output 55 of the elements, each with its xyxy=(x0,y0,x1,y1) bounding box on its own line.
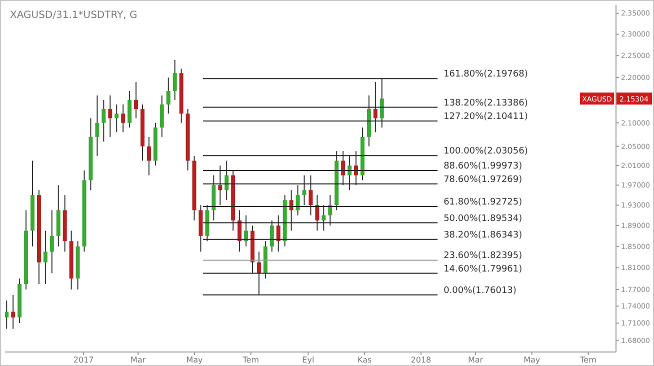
ref-line-label: 50.00%(1.89534) xyxy=(444,214,522,224)
x-tick-label: May xyxy=(186,356,204,365)
ref-line-label: 61.80%(1.92725) xyxy=(444,198,522,208)
candlestick xyxy=(218,165,222,206)
candlestick xyxy=(166,77,170,114)
candlestick xyxy=(354,150,358,186)
candlestick xyxy=(11,294,16,330)
candlestick xyxy=(128,90,132,128)
ref-line-label: 127.20%(2.10411) xyxy=(444,112,528,122)
x-tick-label: Tem xyxy=(579,356,597,365)
candlestick xyxy=(134,81,138,119)
ref-line-label: 38.20%(1.86343) xyxy=(444,230,522,240)
text: XAGUSD/31.1*USDTRY, G xyxy=(10,10,138,21)
x-tick-label: May xyxy=(524,356,540,365)
candlestick xyxy=(50,210,54,274)
candlestick xyxy=(224,160,229,201)
candlestick xyxy=(146,136,151,176)
candlestick xyxy=(348,155,352,191)
x-tick-label: Tem xyxy=(242,356,260,365)
candlestick xyxy=(302,174,306,206)
candlestick xyxy=(114,104,119,133)
x-tick-label: Mar xyxy=(468,356,484,365)
candlestick xyxy=(244,214,248,247)
ref-line-label: 88.60%(1.99973) xyxy=(444,162,522,172)
x-tick-label: 2017 xyxy=(73,356,94,365)
x-tick-label: Eyl xyxy=(302,356,314,365)
ref-line-label: 100.00%(2.03056) xyxy=(444,146,528,157)
candlestick xyxy=(276,214,280,252)
candlestick xyxy=(380,78,384,128)
candlestick xyxy=(108,94,112,138)
candlestick xyxy=(270,220,274,252)
ref-line-label: 78.60%(1.97269) xyxy=(444,174,522,185)
candlestick xyxy=(308,174,313,216)
candlestick xyxy=(121,104,126,133)
x-tick-label: Kas xyxy=(357,356,372,365)
candlestick xyxy=(256,251,261,296)
x-tick-label: Mar xyxy=(130,356,146,365)
candlestick xyxy=(160,94,164,138)
candlestick xyxy=(95,94,100,156)
candlestick xyxy=(43,230,48,284)
candlestick xyxy=(296,184,300,216)
candlestick xyxy=(315,194,320,232)
ref-line-label: 0.00%(1.76013) xyxy=(444,286,516,296)
candlestick xyxy=(373,81,378,133)
ref-line-label: 23.60%(1.82395) xyxy=(444,251,522,262)
candlestick xyxy=(322,204,326,232)
candlestick xyxy=(172,59,177,100)
candlestick xyxy=(102,99,106,142)
candlestick xyxy=(341,150,346,186)
candlestick xyxy=(328,194,332,226)
ref-line-label: 14.60%(1.79961) xyxy=(444,264,522,274)
ref-line-label: 138.20%(2.13386) xyxy=(444,98,528,108)
ref-line-label: 161.80%(2.19768) xyxy=(444,70,528,80)
candlestick xyxy=(5,300,9,330)
x-tick-label: 2018 xyxy=(410,356,432,365)
